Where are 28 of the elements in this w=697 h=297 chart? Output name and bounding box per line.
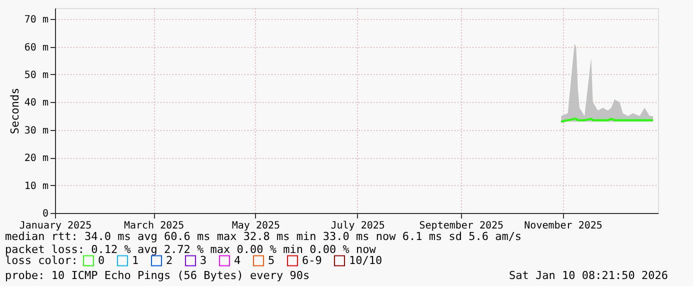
legend-label: 1 bbox=[132, 254, 139, 267]
x-tick-label: May 2025 bbox=[232, 220, 280, 232]
y-tick-label: 20 m bbox=[24, 153, 48, 164]
x-tick-label: July 2025 bbox=[330, 220, 385, 232]
y-tick-label: 70 m bbox=[24, 14, 48, 26]
text: probe: 10 ICMP Echo Pings (56 Bytes) every 90s bbox=[5, 269, 310, 282]
y-tick-label: 50 m bbox=[24, 70, 48, 81]
text: Sat Jan 10 08:21:50 2026 bbox=[509, 269, 668, 282]
legend-label: 6-9 bbox=[302, 254, 322, 267]
y-tick-label: 0 bbox=[42, 208, 48, 220]
legend-label: 5 bbox=[268, 254, 275, 267]
y-tick-label: 60 m bbox=[24, 42, 48, 54]
y-axis-title: Seconds bbox=[8, 88, 22, 134]
text: median rtt: 34.0 ms avg 60.6 ms max 32.8 ms min 33.0 ms now 6.1 ms sd 5.6 am/s bbox=[5, 230, 522, 243]
x-tick-label: March 2025 bbox=[124, 220, 184, 232]
text: packet loss: 0.12 % avg 2.72 % max 0.00 % min 0.00 % now bbox=[5, 243, 376, 256]
y-tick-label: 30 m bbox=[24, 125, 48, 136]
legend-label: 0 bbox=[98, 254, 105, 267]
legend-label: 3 bbox=[200, 254, 207, 267]
legend-label: 4 bbox=[234, 254, 241, 267]
y-tick-label: 40 m bbox=[24, 98, 48, 109]
x-tick-label: November 2025 bbox=[524, 220, 602, 232]
legend-label: 10/10 bbox=[349, 254, 382, 267]
legend-label: 2 bbox=[166, 254, 173, 267]
legend-title: loss color: bbox=[5, 254, 78, 267]
x-tick-label: January 2025 bbox=[19, 220, 92, 232]
y-tick-label: 10 m bbox=[24, 180, 48, 192]
x-tick-label: September 2025 bbox=[419, 220, 504, 232]
